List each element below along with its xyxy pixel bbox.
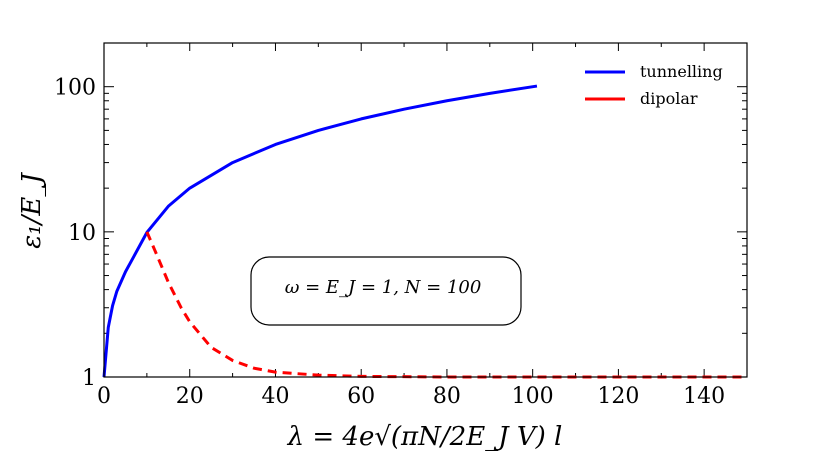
tick-labels: 0 20 40 60 80 100 120 140 1 10 100 — [54, 76, 725, 409]
x-tick-label: 40 — [261, 384, 289, 409]
series-layer — [102, 84, 747, 379]
series-line-tunnelling — [102, 84, 538, 378]
x-axis-label: λ = 4e√(πN/2E_J V) l — [287, 422, 563, 452]
legend-label-dipolar: dipolar — [640, 89, 698, 108]
annotation-box: ω = E_J = 1, N = 100 — [250, 256, 522, 326]
x-tick-label: 20 — [176, 384, 204, 409]
x-tick-label: 140 — [683, 384, 725, 409]
x-tick-label: 80 — [433, 384, 461, 409]
legend-label-tunnelling: tunnelling — [640, 62, 723, 81]
y-tick-label: 1 — [82, 366, 96, 391]
x-tick-label: 100 — [512, 384, 554, 409]
x-tick-label: 0 — [97, 384, 111, 409]
x-tick-label: 60 — [347, 384, 375, 409]
x-tick-label: 120 — [597, 384, 639, 409]
y-tick-label: 100 — [54, 76, 96, 101]
y-tick-label: 10 — [68, 221, 96, 246]
annotation-text: ω = E_J = 1, N = 100 — [285, 277, 482, 298]
legend: tunnelling dipolar — [585, 62, 723, 108]
plot-frame — [103, 42, 748, 378]
y-axis-label: ε₁/E_J — [17, 172, 47, 249]
